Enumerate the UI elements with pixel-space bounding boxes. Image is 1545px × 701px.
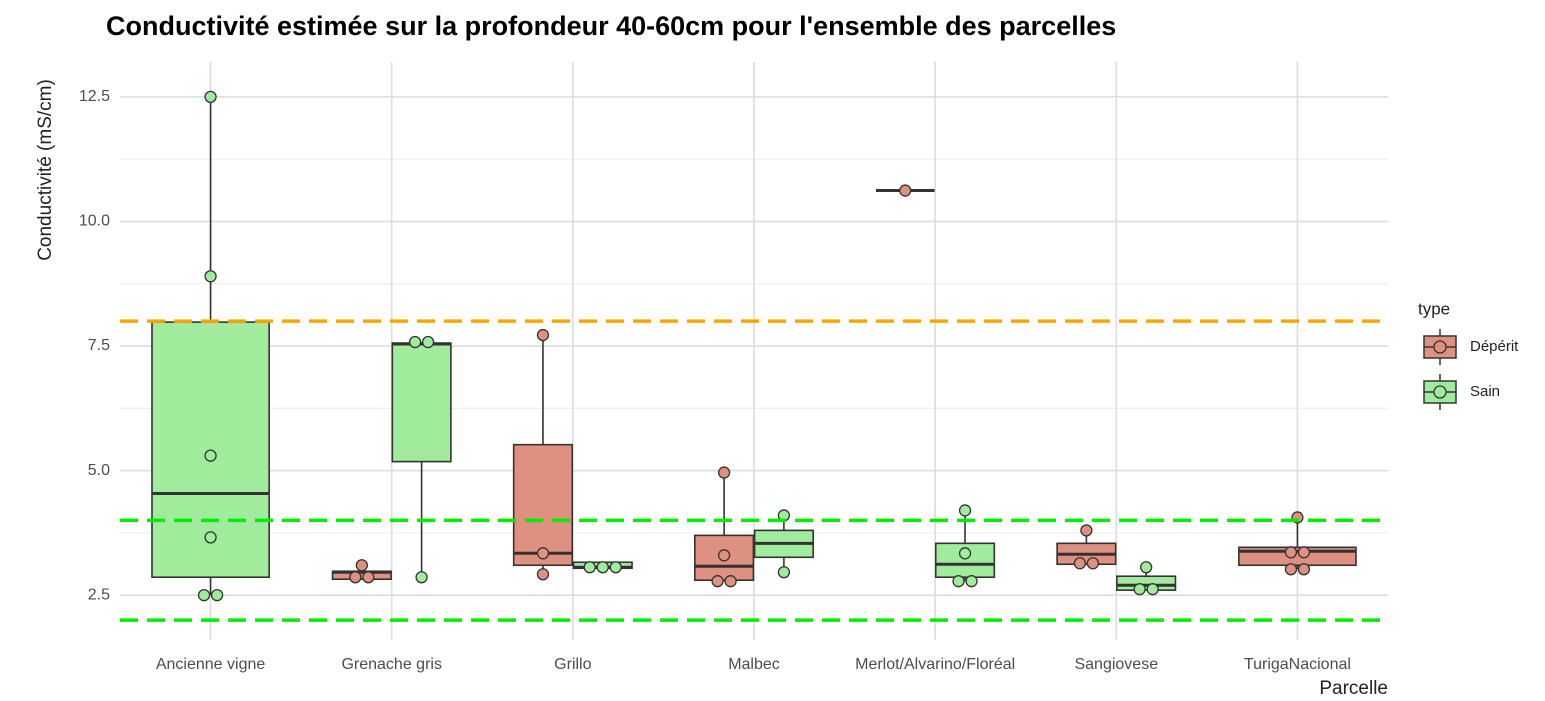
data-point: [1146, 583, 1159, 596]
data-point: [724, 575, 737, 588]
box-group: [512, 328, 574, 581]
legend-label: Sain: [1470, 383, 1500, 400]
y-tick-label: 10.0: [79, 213, 110, 230]
data-point: [204, 531, 217, 544]
data-point: [596, 561, 609, 574]
data-point: [204, 449, 217, 462]
data-point: [958, 547, 972, 560]
data-point: [1297, 546, 1311, 559]
x-tick-label: Grenache gris: [341, 656, 442, 673]
box-group: [391, 335, 452, 584]
data-point: [583, 561, 596, 574]
x-tick-label: Merlot/Alvarino/Floréal: [855, 656, 1015, 673]
box-group: [151, 90, 270, 602]
data-point: [1297, 563, 1311, 576]
box-group: [331, 559, 392, 584]
data-point: [1140, 561, 1153, 574]
data-point: [1086, 557, 1100, 570]
x-tick-label: TurigaNacional: [1244, 656, 1351, 673]
data-point: [1080, 524, 1093, 537]
data-point: [609, 561, 622, 574]
data-point: [536, 547, 550, 560]
x-tick-label: Ancienne vigne: [156, 656, 266, 673]
data-point: [204, 90, 217, 104]
data-point: [777, 566, 791, 579]
x-tick-label: Sangiovese: [1074, 656, 1158, 673]
data-point: [355, 559, 368, 572]
box-group: [934, 504, 996, 588]
box-group: [875, 184, 935, 197]
data-point: [711, 575, 724, 588]
box-group: [572, 561, 633, 574]
data-point: [1133, 583, 1146, 596]
legend-title: type: [1418, 299, 1450, 318]
data-point: [965, 575, 978, 588]
y-tick-label: 2.5: [88, 586, 110, 603]
x-tick-label: Grillo: [554, 656, 591, 673]
data-point: [899, 184, 912, 197]
data-point: [717, 549, 731, 562]
data-point: [210, 589, 224, 602]
data-point: [952, 575, 965, 588]
x-tick-label: Malbec: [728, 656, 780, 673]
data-point: [362, 571, 375, 584]
legend-point: [1433, 340, 1447, 354]
data-point: [536, 328, 550, 342]
box: [512, 443, 574, 567]
data-point: [408, 335, 422, 349]
box-group: [1116, 561, 1177, 596]
x-axis-title: Parcelle: [1319, 678, 1388, 699]
y-tick-label: 5.0: [88, 462, 110, 479]
chart-title: Conductivité estimée sur la profondeur 4…: [106, 11, 1116, 41]
data-point: [349, 571, 362, 584]
data-point: [415, 571, 428, 584]
box-group: [1056, 524, 1117, 570]
y-tick-label: 12.5: [79, 88, 110, 105]
data-point: [536, 568, 550, 581]
y-axis-title: Conductivité (mS/cm): [35, 79, 56, 261]
box-group: [694, 466, 755, 588]
data-point: [1073, 557, 1087, 570]
data-point: [197, 589, 211, 602]
data-point: [421, 335, 435, 349]
y-tick-label: 7.5: [88, 337, 110, 354]
box: [391, 342, 452, 463]
data-point: [1284, 563, 1298, 576]
legend-label: Dépérit: [1470, 338, 1519, 355]
data-point: [958, 504, 972, 517]
box-group: [753, 509, 814, 579]
box-group: [1238, 511, 1357, 576]
box: [1116, 575, 1177, 591]
legend-point: [1433, 385, 1447, 399]
data-point: [204, 270, 217, 283]
data-point: [1284, 546, 1298, 559]
data-point: [717, 466, 731, 479]
